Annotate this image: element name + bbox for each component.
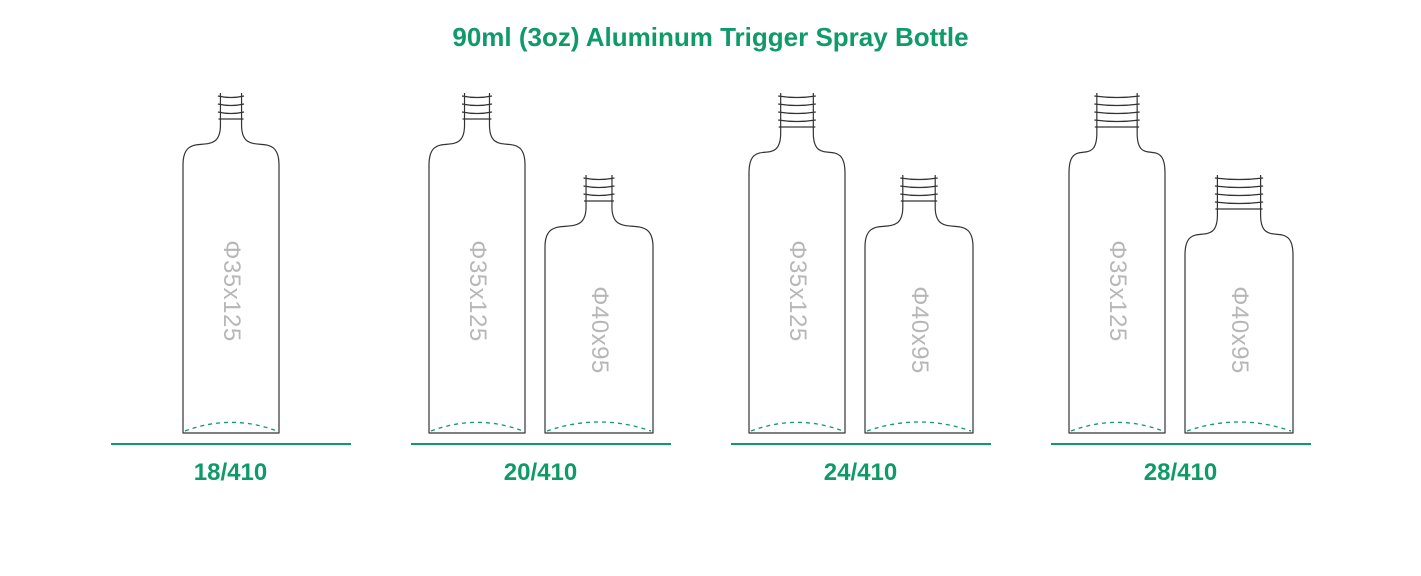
bottle-dimension-label: Φ35x125 [783,240,811,341]
group-label: 24/410 [824,459,897,487]
bottle-dimension-label: Φ35x125 [463,240,491,341]
bottle-group: Φ35x125 Φ40x95 24/410 [731,91,991,487]
group-underline [411,443,671,445]
group-underline [1051,443,1311,445]
bottle: Φ40x95 [861,173,977,435]
page-title: 90ml (3oz) Aluminum Trigger Spray Bottle [452,22,968,53]
bottle: Φ40x95 [1181,173,1297,435]
bottle-group-row: Φ35x125 [179,91,283,435]
bottle-dimension-label: Φ40x95 [1225,286,1253,374]
bottle-dimension-label: Φ35x125 [1103,240,1131,341]
bottle-dimension-label: Φ40x95 [585,286,613,374]
bottle: Φ35x125 [179,91,283,435]
bottle: Φ35x125 [1065,91,1169,435]
bottle-groups-row: Φ35x125 18/410 Φ35x125 Φ40x95 20/410 [0,91,1421,487]
bottle-group: Φ35x125 Φ40x95 20/410 [411,91,671,487]
bottle-dimension-label: Φ35x125 [217,240,245,341]
group-label: 20/410 [504,459,577,487]
group-label: 28/410 [1144,459,1217,487]
bottle-dimension-label: Φ40x95 [905,286,933,374]
bottle: Φ35x125 [745,91,849,435]
bottle-group: Φ35x125 18/410 [111,91,351,487]
bottle-group-row: Φ35x125 Φ40x95 [1065,91,1297,435]
page: 90ml (3oz) Aluminum Trigger Spray Bottle… [0,0,1421,576]
bottle: Φ40x95 [541,173,657,435]
group-underline [731,443,991,445]
bottle-group-row: Φ35x125 Φ40x95 [425,91,657,435]
bottle: Φ35x125 [425,91,529,435]
group-underline [111,443,351,445]
group-label: 18/410 [194,459,267,487]
bottle-group: Φ35x125 Φ40x95 28/410 [1051,91,1311,487]
bottle-group-row: Φ35x125 Φ40x95 [745,91,977,435]
